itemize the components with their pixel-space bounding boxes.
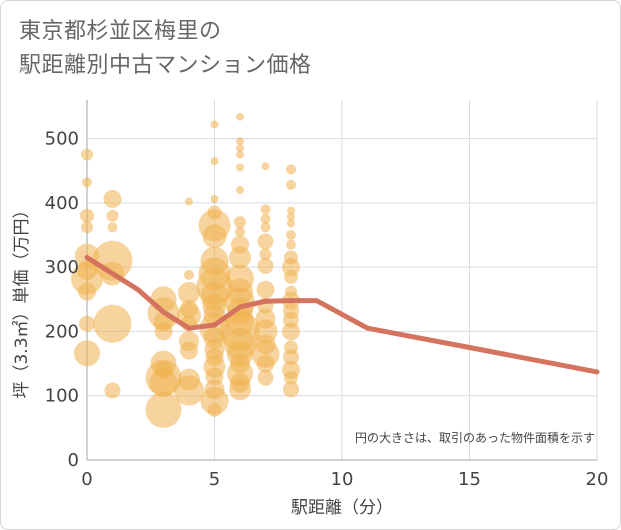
chart-title-line-1: 東京都杉並区梅里の	[19, 19, 222, 44]
chart-title-line-2: 駅距離別中古マンション価格	[19, 53, 312, 78]
bubble-point	[229, 246, 251, 269]
bubble-point	[236, 112, 244, 121]
bubble-point	[259, 248, 272, 261]
x-axis-title: 駅距離（分）	[291, 498, 393, 518]
bubble-point	[235, 226, 245, 237]
bubble-point	[210, 157, 219, 166]
bubble-point	[93, 304, 132, 343]
bubble-point	[261, 162, 270, 171]
bubble-point	[82, 177, 92, 188]
bubble-point	[154, 322, 173, 341]
bubble-point	[257, 233, 274, 250]
bubble-point	[74, 340, 100, 367]
bubble-point	[207, 402, 222, 417]
bubble-point	[286, 179, 296, 190]
bubble-point	[210, 120, 219, 129]
bubble-point	[80, 208, 94, 223]
bubble-point	[236, 150, 244, 159]
y-tick-label: 400	[45, 193, 79, 214]
axis-ticks: 0 100 200 300 400 500 0 5 10 15 20	[45, 129, 609, 490]
bubble-point	[260, 204, 271, 215]
bubble-point	[78, 282, 96, 301]
bubble-point	[202, 224, 227, 249]
bubble-size-note: 円の大きさは、取引のあった物件面積を示す	[355, 430, 595, 445]
bubble-point	[284, 269, 298, 284]
bubble-point	[287, 213, 295, 221]
bubble-point	[284, 370, 298, 385]
bubble-point	[79, 315, 95, 332]
bubble-point	[178, 281, 200, 304]
bubble-point	[286, 164, 296, 175]
bubble-point	[236, 144, 244, 153]
y-tick-label: 100	[45, 386, 79, 407]
bubble-point	[81, 148, 93, 161]
bubble-point	[71, 262, 103, 295]
y-tick-label: 500	[45, 129, 79, 150]
bubble-point	[256, 280, 275, 299]
bubble-point	[260, 213, 271, 224]
y-axis-title: 坪（3.3㎡）単価（万円）	[12, 201, 32, 398]
bubble-point	[185, 197, 193, 206]
bubble-point	[236, 163, 244, 172]
bubble-point	[283, 381, 299, 398]
bubble-point	[234, 216, 246, 229]
bubble-point	[286, 239, 296, 250]
bubble-point	[106, 209, 119, 222]
x-tick-label: 20	[586, 469, 609, 490]
x-tick-label: 15	[458, 469, 481, 490]
x-tick-label: 0	[81, 469, 92, 490]
bubble-point	[149, 368, 178, 397]
bubble-point	[104, 382, 121, 399]
bubble-point	[229, 378, 251, 401]
y-tick-label: 0	[68, 450, 79, 471]
bubble-point	[200, 386, 229, 415]
bubble-point	[180, 341, 198, 360]
bubble-point	[286, 230, 296, 240]
x-tick-label: 5	[209, 469, 220, 490]
bubble-point	[103, 190, 122, 208]
trend-line	[84, 255, 600, 375]
bubble-point	[287, 206, 295, 215]
bubble-point	[210, 195, 219, 203]
bubble-point	[283, 349, 299, 366]
bubble-point	[260, 222, 271, 233]
bubble-point	[282, 322, 300, 341]
bubble-point	[287, 219, 295, 228]
bubble-point	[257, 257, 274, 274]
y-tick-label: 200	[45, 321, 79, 342]
x-tick-label: 10	[331, 469, 354, 490]
bubble-point	[81, 221, 93, 234]
bubble-point	[174, 375, 204, 406]
bubble-point	[145, 391, 182, 428]
y-tick-label: 300	[45, 257, 79, 278]
bubble-point	[184, 269, 194, 280]
bubble-point	[257, 369, 274, 386]
bubble-point	[236, 186, 244, 194]
bubble-point	[236, 137, 244, 146]
bubble-point	[256, 354, 275, 373]
chart-title: 東京都杉並区梅里の 駅距離別中古マンション価格	[19, 15, 312, 83]
bubble-point	[107, 222, 118, 233]
